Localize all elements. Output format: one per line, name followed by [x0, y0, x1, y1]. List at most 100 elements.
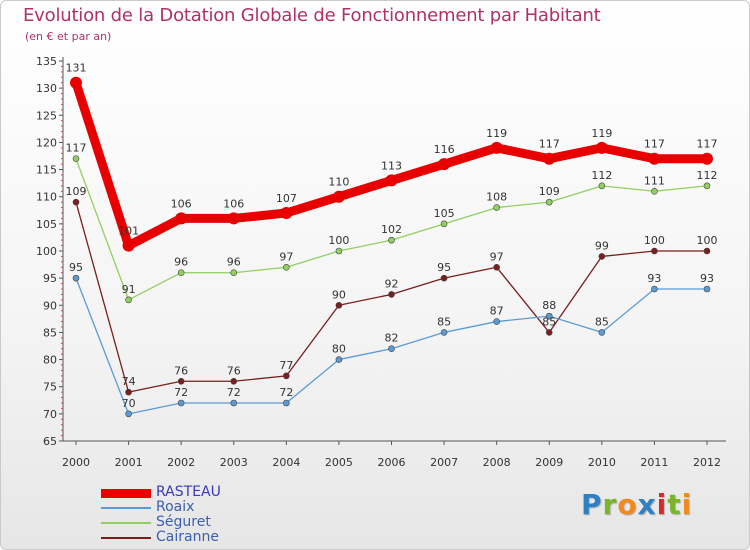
- data-label: 93: [647, 272, 661, 285]
- x-tick-label: 2001: [115, 456, 143, 469]
- data-label: 80: [332, 343, 346, 356]
- data-label: 106: [223, 197, 244, 210]
- x-tick-label: 2006: [378, 456, 406, 469]
- y-tick-label: 80: [43, 354, 57, 367]
- data-point: [70, 76, 82, 89]
- data-point: [598, 182, 606, 190]
- data-label: 100: [644, 234, 665, 247]
- x-tick-label: 2007: [430, 456, 458, 469]
- data-point: [388, 345, 395, 353]
- data-point: [385, 174, 398, 187]
- y-tick-label: 90: [43, 299, 57, 312]
- data-point: [701, 152, 713, 165]
- data-label: 107: [276, 192, 297, 205]
- data-label: 82: [385, 332, 399, 345]
- data-point: [595, 141, 608, 154]
- data-point: [230, 377, 238, 385]
- data-label: 97: [490, 250, 504, 263]
- data-point: [230, 269, 238, 277]
- data-point: [703, 285, 711, 293]
- data-label: 72: [227, 386, 241, 399]
- data-label: 119: [486, 127, 507, 140]
- data-label: 113: [381, 159, 402, 172]
- data-point: [388, 291, 395, 298]
- data-point: [438, 158, 451, 171]
- data-label: 85: [595, 315, 609, 328]
- data-label: 116: [434, 143, 455, 156]
- logo-letter: i: [681, 488, 693, 521]
- y-tick-label: 115: [36, 164, 57, 177]
- x-tick-label: 2012: [693, 456, 721, 469]
- data-label: 90: [332, 288, 346, 301]
- data-label: 131: [66, 62, 87, 75]
- y-tick-label: 75: [43, 381, 57, 394]
- data-point: [440, 220, 448, 228]
- data-label: 91: [122, 283, 136, 296]
- data-point: [125, 388, 132, 396]
- y-tick-label: 95: [43, 272, 57, 285]
- data-label: 106: [171, 197, 192, 210]
- x-tick-label: 2004: [272, 456, 300, 469]
- logo-letter: t: [667, 488, 682, 521]
- x-tick-label: 2009: [535, 456, 563, 469]
- data-point: [493, 318, 500, 325]
- logo-letter: i: [656, 488, 668, 521]
- data-label: 88: [542, 299, 556, 312]
- data-point: [703, 247, 711, 255]
- logo-letter: r: [602, 488, 618, 521]
- data-point: [177, 399, 185, 407]
- data-point: [440, 329, 448, 336]
- y-tick-label: 70: [43, 408, 57, 421]
- x-tick-label: 2011: [640, 456, 668, 469]
- y-tick-label: 110: [36, 191, 57, 204]
- data-point: [177, 269, 185, 277]
- data-point: [177, 377, 185, 385]
- data-point: [490, 141, 503, 154]
- data-label: 101: [118, 225, 139, 238]
- data-label: 95: [437, 261, 451, 274]
- data-point: [388, 236, 395, 244]
- data-point: [335, 247, 343, 255]
- logo-letter: P: [581, 488, 603, 521]
- legend-label: Séguret: [156, 514, 211, 530]
- data-label: 117: [644, 138, 665, 151]
- data-label: 108: [486, 191, 507, 204]
- data-label: 100: [328, 234, 349, 247]
- data-point: [72, 155, 80, 163]
- data-point: [598, 253, 606, 260]
- data-point: [283, 372, 290, 380]
- data-label: 117: [539, 138, 560, 151]
- data-label: 100: [697, 234, 718, 247]
- legend-swatch: [101, 522, 151, 524]
- data-label: 119: [591, 127, 612, 140]
- data-point: [72, 274, 80, 282]
- data-point: [598, 329, 606, 336]
- data-label: 87: [490, 305, 504, 318]
- legend-label: Roaix: [156, 499, 195, 515]
- legend-label: RASTEAU: [156, 484, 221, 500]
- y-tick-label: 135: [36, 55, 57, 68]
- data-label: 117: [66, 142, 87, 155]
- legend-swatch: [101, 507, 151, 509]
- data-label: 102: [381, 223, 402, 236]
- data-point: [543, 152, 556, 165]
- data-label: 97: [279, 250, 293, 263]
- data-point: [125, 296, 132, 304]
- data-point: [125, 410, 132, 418]
- y-tick-label: 65: [43, 435, 57, 448]
- data-point: [545, 198, 553, 206]
- chart-subtitle: (en € et par an): [25, 30, 112, 43]
- data-point: [651, 187, 658, 195]
- data-point: [283, 263, 290, 271]
- y-tick-label: 105: [36, 218, 57, 231]
- data-label: 92: [385, 277, 399, 290]
- data-label: 76: [174, 364, 188, 377]
- data-label: 74: [122, 375, 136, 388]
- data-point: [280, 207, 293, 219]
- y-tick-label: 85: [43, 326, 57, 339]
- data-point: [545, 312, 553, 320]
- data-label: 93: [700, 272, 714, 285]
- data-label: 96: [174, 256, 188, 269]
- data-point: [227, 212, 240, 225]
